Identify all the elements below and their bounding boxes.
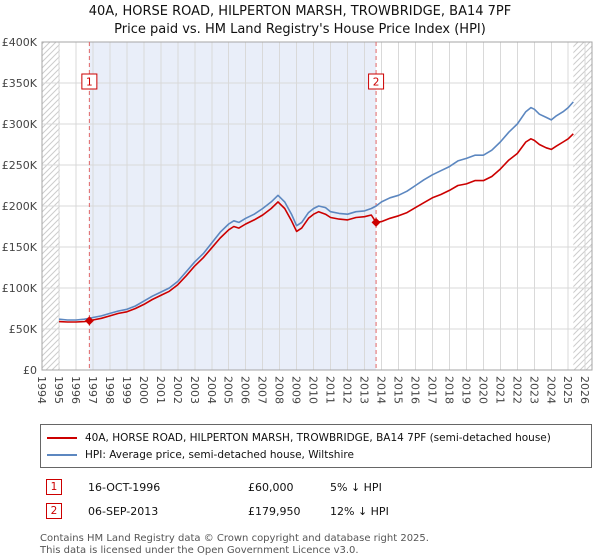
x-axis-label: 2008 bbox=[273, 376, 286, 404]
legend-item-property: 40A, HORSE ROAD, HILPERTON MARSH, TROWBR… bbox=[47, 429, 585, 446]
x-axis-label: 2003 bbox=[188, 376, 201, 404]
sale-number-label: 2 bbox=[373, 77, 380, 89]
page-subtitle: Price paid vs. HM Land Registry's House … bbox=[114, 22, 486, 37]
series-hpi bbox=[58, 101, 574, 321]
sale-point-diamond bbox=[371, 217, 381, 227]
y-axis-label: £100K bbox=[2, 282, 38, 295]
chart-header: 40A, HORSE ROAD, HILPERTON MARSH, TROWBR… bbox=[0, 0, 600, 38]
x-axis-label: 2000 bbox=[137, 376, 150, 404]
x-axis-label: 2013 bbox=[358, 376, 371, 404]
y-axis-label: £200K bbox=[2, 200, 38, 213]
series-property bbox=[58, 133, 574, 323]
chart-legend: 40A, HORSE ROAD, HILPERTON MARSH, TROWBR… bbox=[40, 424, 592, 468]
x-axis-label: 2011 bbox=[324, 376, 337, 404]
x-axis-label: 1997 bbox=[86, 376, 99, 404]
x-axis-label: 1999 bbox=[120, 376, 133, 404]
blue-line-sample bbox=[47, 453, 77, 456]
price-history-chart: £0 £50K £100K £150K £200K £250K £300K £350K £400… bbox=[2, 38, 593, 404]
transaction-1-marker: 1 bbox=[46, 479, 62, 495]
page-title: 40A, HORSE ROAD, HILPERTON MARSH, TROWBR… bbox=[88, 4, 512, 19]
legend-label-property: 40A, HORSE ROAD, HILPERTON MARSH, TROWBR… bbox=[85, 431, 551, 444]
transaction-list: 1 16-OCT-1996 £60,000 5% ↓ HPI 2 06-SEP-… bbox=[0, 475, 600, 523]
transaction-2-price: £179,950 bbox=[248, 504, 301, 518]
plot-border bbox=[41, 41, 593, 371]
x-axis-label: 2019 bbox=[459, 376, 472, 404]
transaction-1-price: £60,000 bbox=[248, 480, 294, 494]
x-axis-label: 2016 bbox=[408, 376, 421, 404]
attribution-line-1: Contains HM Land Registry data © Crown c… bbox=[40, 533, 429, 544]
y-axis-label: £400K bbox=[2, 38, 38, 49]
y-axis-label: £300K bbox=[2, 118, 38, 131]
x-axis-label: 2004 bbox=[205, 376, 218, 404]
red-line-sample bbox=[47, 436, 77, 439]
transaction-2-marker: 2 bbox=[46, 503, 62, 519]
x-axis-label: 2021 bbox=[493, 376, 506, 404]
sale-point-diamond bbox=[84, 316, 94, 326]
x-axis-label: 2005 bbox=[222, 376, 235, 404]
x-axis-label: 1994 bbox=[35, 376, 48, 404]
y-axis-label: £0 bbox=[23, 364, 37, 377]
y-axis-label: £350K bbox=[2, 77, 38, 90]
x-axis-label: 2022 bbox=[510, 376, 523, 404]
x-axis-label: 2025 bbox=[561, 376, 574, 404]
x-axis-label: 2012 bbox=[341, 376, 354, 404]
sale-number-box bbox=[368, 73, 385, 90]
transaction-1-hpi-diff: 5% ↓ HPI bbox=[330, 480, 382, 494]
attribution-footer: Contains HM Land Registry data © Crown c… bbox=[40, 533, 600, 557]
y-axis-label: £50K bbox=[9, 323, 38, 336]
x-axis-label: 2007 bbox=[256, 376, 269, 404]
transaction-row-2: 2 06-SEP-2013 £179,950 12% ↓ HPI bbox=[0, 499, 600, 523]
x-axis-label: 2009 bbox=[290, 376, 303, 404]
y-axis-label: £250K bbox=[2, 159, 38, 172]
transaction-1-date: 16-OCT-1996 bbox=[88, 480, 161, 494]
legend-item-hpi: HPI: Average price, semi-detached house,… bbox=[47, 446, 585, 463]
transaction-row-1: 1 16-OCT-1996 £60,000 5% ↓ HPI bbox=[0, 475, 600, 499]
x-axis-label: 2015 bbox=[391, 376, 404, 404]
y-axis-label: £150K bbox=[2, 241, 38, 254]
x-axis-label: 2014 bbox=[375, 376, 388, 404]
x-axis-label: 2018 bbox=[442, 376, 455, 404]
x-axis-label: 2006 bbox=[239, 376, 252, 404]
x-axis-label: 2023 bbox=[527, 376, 540, 404]
transaction-2-date: 06-SEP-2013 bbox=[88, 504, 159, 518]
x-axis-label: 1995 bbox=[52, 376, 65, 404]
x-axis-label: 2002 bbox=[171, 376, 184, 404]
x-axis-label: 1996 bbox=[69, 376, 82, 404]
x-axis-label: 1998 bbox=[103, 376, 116, 404]
attribution-line-2: This data is licensed under the Open Gov… bbox=[40, 545, 359, 556]
transaction-2-hpi-diff: 12% ↓ HPI bbox=[330, 504, 389, 518]
sale-number-box bbox=[81, 73, 98, 90]
x-axis-label: 2017 bbox=[425, 376, 438, 404]
x-axis-label: 2026 bbox=[578, 376, 591, 404]
x-axis-label: 2001 bbox=[154, 376, 167, 404]
x-axis-label: 2024 bbox=[544, 376, 557, 404]
x-axis-label: 2020 bbox=[476, 376, 489, 404]
legend-label-hpi: HPI: Average price, semi-detached house,… bbox=[85, 448, 354, 461]
x-axis-label: 2010 bbox=[307, 376, 320, 404]
sale-number-label: 1 bbox=[86, 77, 93, 89]
